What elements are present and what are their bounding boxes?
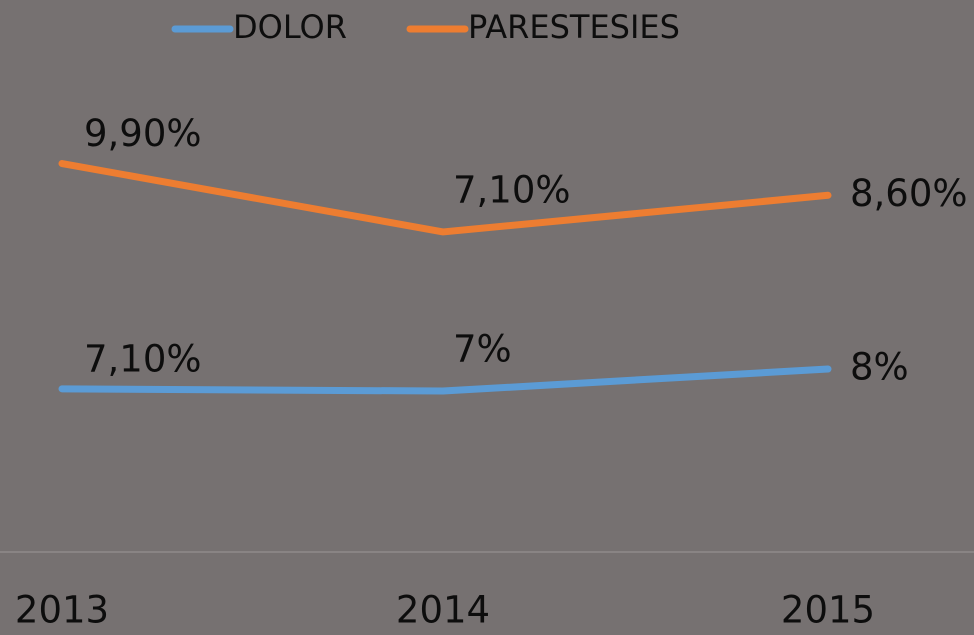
- data-label: 7,10%: [453, 168, 571, 211]
- data-label: 8,60%: [850, 172, 968, 215]
- data-label: 8%: [850, 345, 909, 388]
- x-tick-label: 2015: [781, 589, 875, 632]
- x-tick-label: 2014: [396, 589, 490, 632]
- legend-label: PARESTESIES: [468, 8, 680, 46]
- data-label: 9,90%: [84, 112, 202, 155]
- series-line: [58, 160, 832, 236]
- data-label: 7,10%: [84, 337, 202, 380]
- data-label: 7%: [453, 328, 512, 371]
- series-line: [58, 365, 832, 395]
- legend-label: DOLOR: [233, 8, 347, 46]
- x-tick-label: 2013: [15, 589, 109, 632]
